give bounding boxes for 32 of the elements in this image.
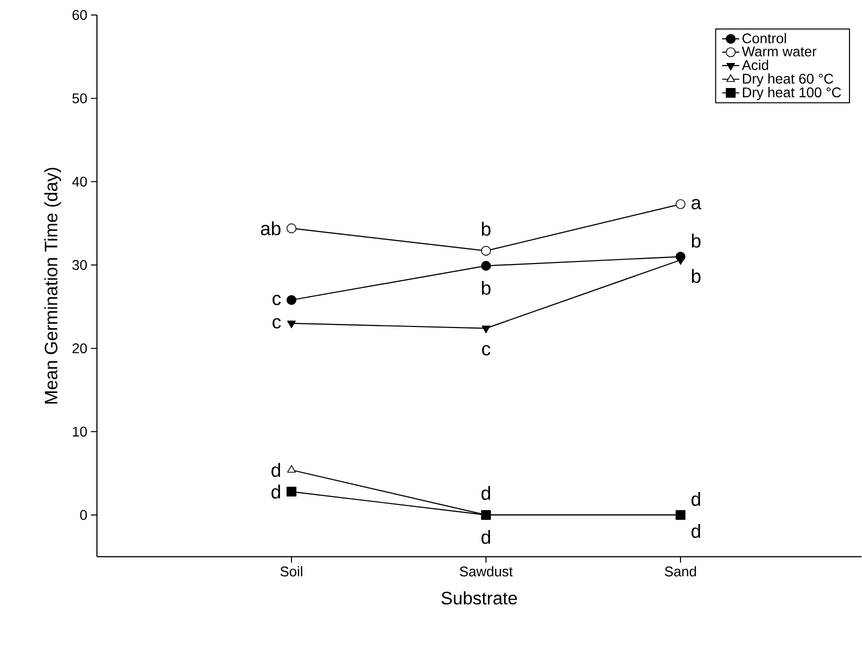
annotation: d bbox=[692, 492, 700, 506]
annotation: d bbox=[692, 524, 700, 538]
legend-label: Dry heat 60 °C bbox=[742, 74, 834, 87]
y-tick-label: 10 bbox=[72, 426, 87, 437]
x-tick-label: Sawdust bbox=[460, 566, 513, 577]
y-tick-label: 60 bbox=[72, 10, 87, 20]
annotation: b bbox=[482, 222, 490, 236]
annotation: c bbox=[482, 345, 490, 356]
annotation: b bbox=[482, 281, 490, 295]
legend-label: Control bbox=[742, 33, 786, 44]
annotation: b bbox=[692, 234, 700, 248]
legend-label: Warm water bbox=[742, 46, 816, 57]
annotation: b bbox=[692, 269, 700, 284]
annotation: d bbox=[482, 486, 490, 500]
x-axis-title: Substrate bbox=[442, 591, 517, 605]
x-tick-label: Soil bbox=[280, 566, 302, 577]
y-tick-label: 20 bbox=[72, 344, 87, 354]
annotation: c bbox=[272, 294, 281, 306]
y-tick-label: 50 bbox=[72, 94, 87, 104]
annotation: d bbox=[482, 530, 490, 544]
x-tick-label: Sand bbox=[664, 566, 696, 577]
annotation: c bbox=[272, 318, 281, 329]
legend-label: Acid bbox=[742, 60, 768, 70]
annotation: d bbox=[272, 463, 280, 478]
legend-label: Dry heat 100 °C bbox=[742, 87, 841, 100]
y-axis-title: Mean Germination Time (day) bbox=[44, 168, 61, 404]
y-tick-label: 0 bbox=[80, 510, 87, 520]
annotation: ab bbox=[260, 222, 280, 236]
y-tick-label: 40 bbox=[72, 176, 87, 187]
y-tick-label: 30 bbox=[72, 260, 87, 270]
annotation: d bbox=[272, 484, 280, 499]
annotation: a bbox=[692, 199, 702, 210]
